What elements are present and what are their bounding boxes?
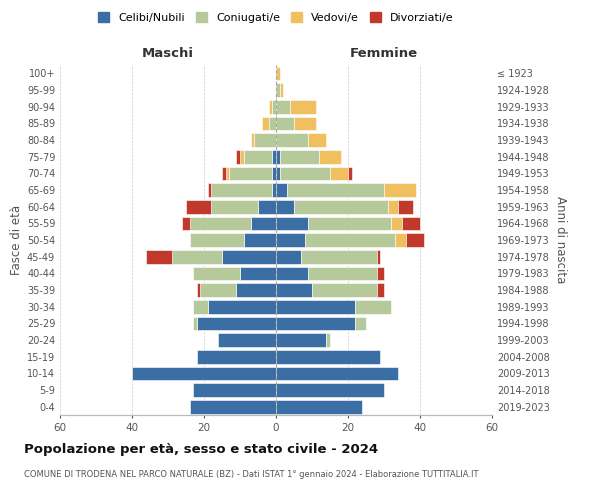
Bar xyxy=(251,133,254,147)
Bar xyxy=(218,333,276,347)
Text: Femmine: Femmine xyxy=(350,47,418,60)
Bar xyxy=(308,266,377,280)
Bar xyxy=(384,183,416,197)
Bar xyxy=(193,316,197,330)
Bar xyxy=(348,166,352,180)
Bar xyxy=(276,350,380,364)
Bar xyxy=(222,166,226,180)
Bar xyxy=(254,133,276,147)
Bar xyxy=(240,150,244,164)
Bar xyxy=(294,116,316,130)
Bar xyxy=(190,216,251,230)
Bar xyxy=(182,216,190,230)
Bar xyxy=(193,266,240,280)
Bar xyxy=(276,383,384,397)
Bar xyxy=(262,116,269,130)
Bar xyxy=(132,366,276,380)
Bar xyxy=(276,116,294,130)
Bar xyxy=(276,333,326,347)
Bar xyxy=(208,183,211,197)
Bar xyxy=(269,116,276,130)
Bar xyxy=(377,250,380,264)
Bar xyxy=(200,283,236,297)
Bar xyxy=(305,233,395,247)
Bar xyxy=(398,200,413,213)
Bar xyxy=(236,283,276,297)
Bar xyxy=(276,216,308,230)
Bar xyxy=(258,200,276,213)
Bar xyxy=(272,183,276,197)
Bar xyxy=(280,150,319,164)
Bar xyxy=(226,166,229,180)
Bar xyxy=(330,166,348,180)
Bar xyxy=(276,266,308,280)
Bar xyxy=(276,233,305,247)
Bar xyxy=(326,333,330,347)
Bar xyxy=(276,66,280,80)
Text: Popolazione per età, sesso e stato civile - 2024: Popolazione per età, sesso e stato civil… xyxy=(24,442,378,456)
Bar xyxy=(276,316,355,330)
Bar xyxy=(377,266,384,280)
Bar xyxy=(287,183,384,197)
Bar xyxy=(280,83,283,97)
Bar xyxy=(229,166,272,180)
Bar xyxy=(276,183,287,197)
Bar xyxy=(272,100,276,114)
Bar xyxy=(240,266,276,280)
Legend: Celibi/Nubili, Coniugati/e, Vedovi/e, Divorziati/e: Celibi/Nubili, Coniugati/e, Vedovi/e, Di… xyxy=(94,8,458,27)
Bar xyxy=(190,400,276,413)
Bar xyxy=(276,150,280,164)
Bar xyxy=(222,250,276,264)
Bar xyxy=(308,133,326,147)
Text: COMUNE DI TRODENA NEL PARCO NATURALE (BZ) - Dati ISTAT 1° gennaio 2024 - Elabora: COMUNE DI TRODENA NEL PARCO NATURALE (BZ… xyxy=(24,470,479,479)
Bar xyxy=(308,216,391,230)
Bar xyxy=(402,216,420,230)
Text: Maschi: Maschi xyxy=(142,47,194,60)
Bar xyxy=(244,150,272,164)
Bar xyxy=(197,283,200,297)
Bar xyxy=(269,100,272,114)
Bar xyxy=(276,250,301,264)
Bar xyxy=(388,200,398,213)
Bar xyxy=(276,200,294,213)
Bar xyxy=(290,100,316,114)
Bar xyxy=(355,300,391,314)
Bar xyxy=(406,233,424,247)
Bar xyxy=(276,366,398,380)
Bar xyxy=(276,283,312,297)
Bar xyxy=(211,200,258,213)
Bar xyxy=(193,300,208,314)
Bar xyxy=(312,283,377,297)
Bar xyxy=(193,383,276,397)
Y-axis label: Fasce di età: Fasce di età xyxy=(10,205,23,275)
Bar xyxy=(276,400,362,413)
Bar xyxy=(197,316,276,330)
Bar xyxy=(146,250,172,264)
Bar xyxy=(244,233,276,247)
Bar xyxy=(276,83,280,97)
Bar xyxy=(190,233,244,247)
Bar xyxy=(377,283,384,297)
Y-axis label: Anni di nascita: Anni di nascita xyxy=(554,196,567,284)
Bar xyxy=(186,200,211,213)
Bar xyxy=(294,200,388,213)
Bar xyxy=(276,166,280,180)
Bar xyxy=(208,300,276,314)
Bar xyxy=(319,150,341,164)
Bar xyxy=(172,250,222,264)
Bar xyxy=(272,150,276,164)
Bar xyxy=(236,150,240,164)
Bar xyxy=(251,216,276,230)
Bar xyxy=(276,100,290,114)
Bar xyxy=(197,350,276,364)
Bar xyxy=(355,316,366,330)
Bar xyxy=(280,166,330,180)
Bar xyxy=(301,250,377,264)
Bar xyxy=(276,133,308,147)
Bar xyxy=(391,216,402,230)
Bar xyxy=(272,166,276,180)
Bar xyxy=(395,233,406,247)
Bar xyxy=(276,300,355,314)
Bar xyxy=(211,183,272,197)
